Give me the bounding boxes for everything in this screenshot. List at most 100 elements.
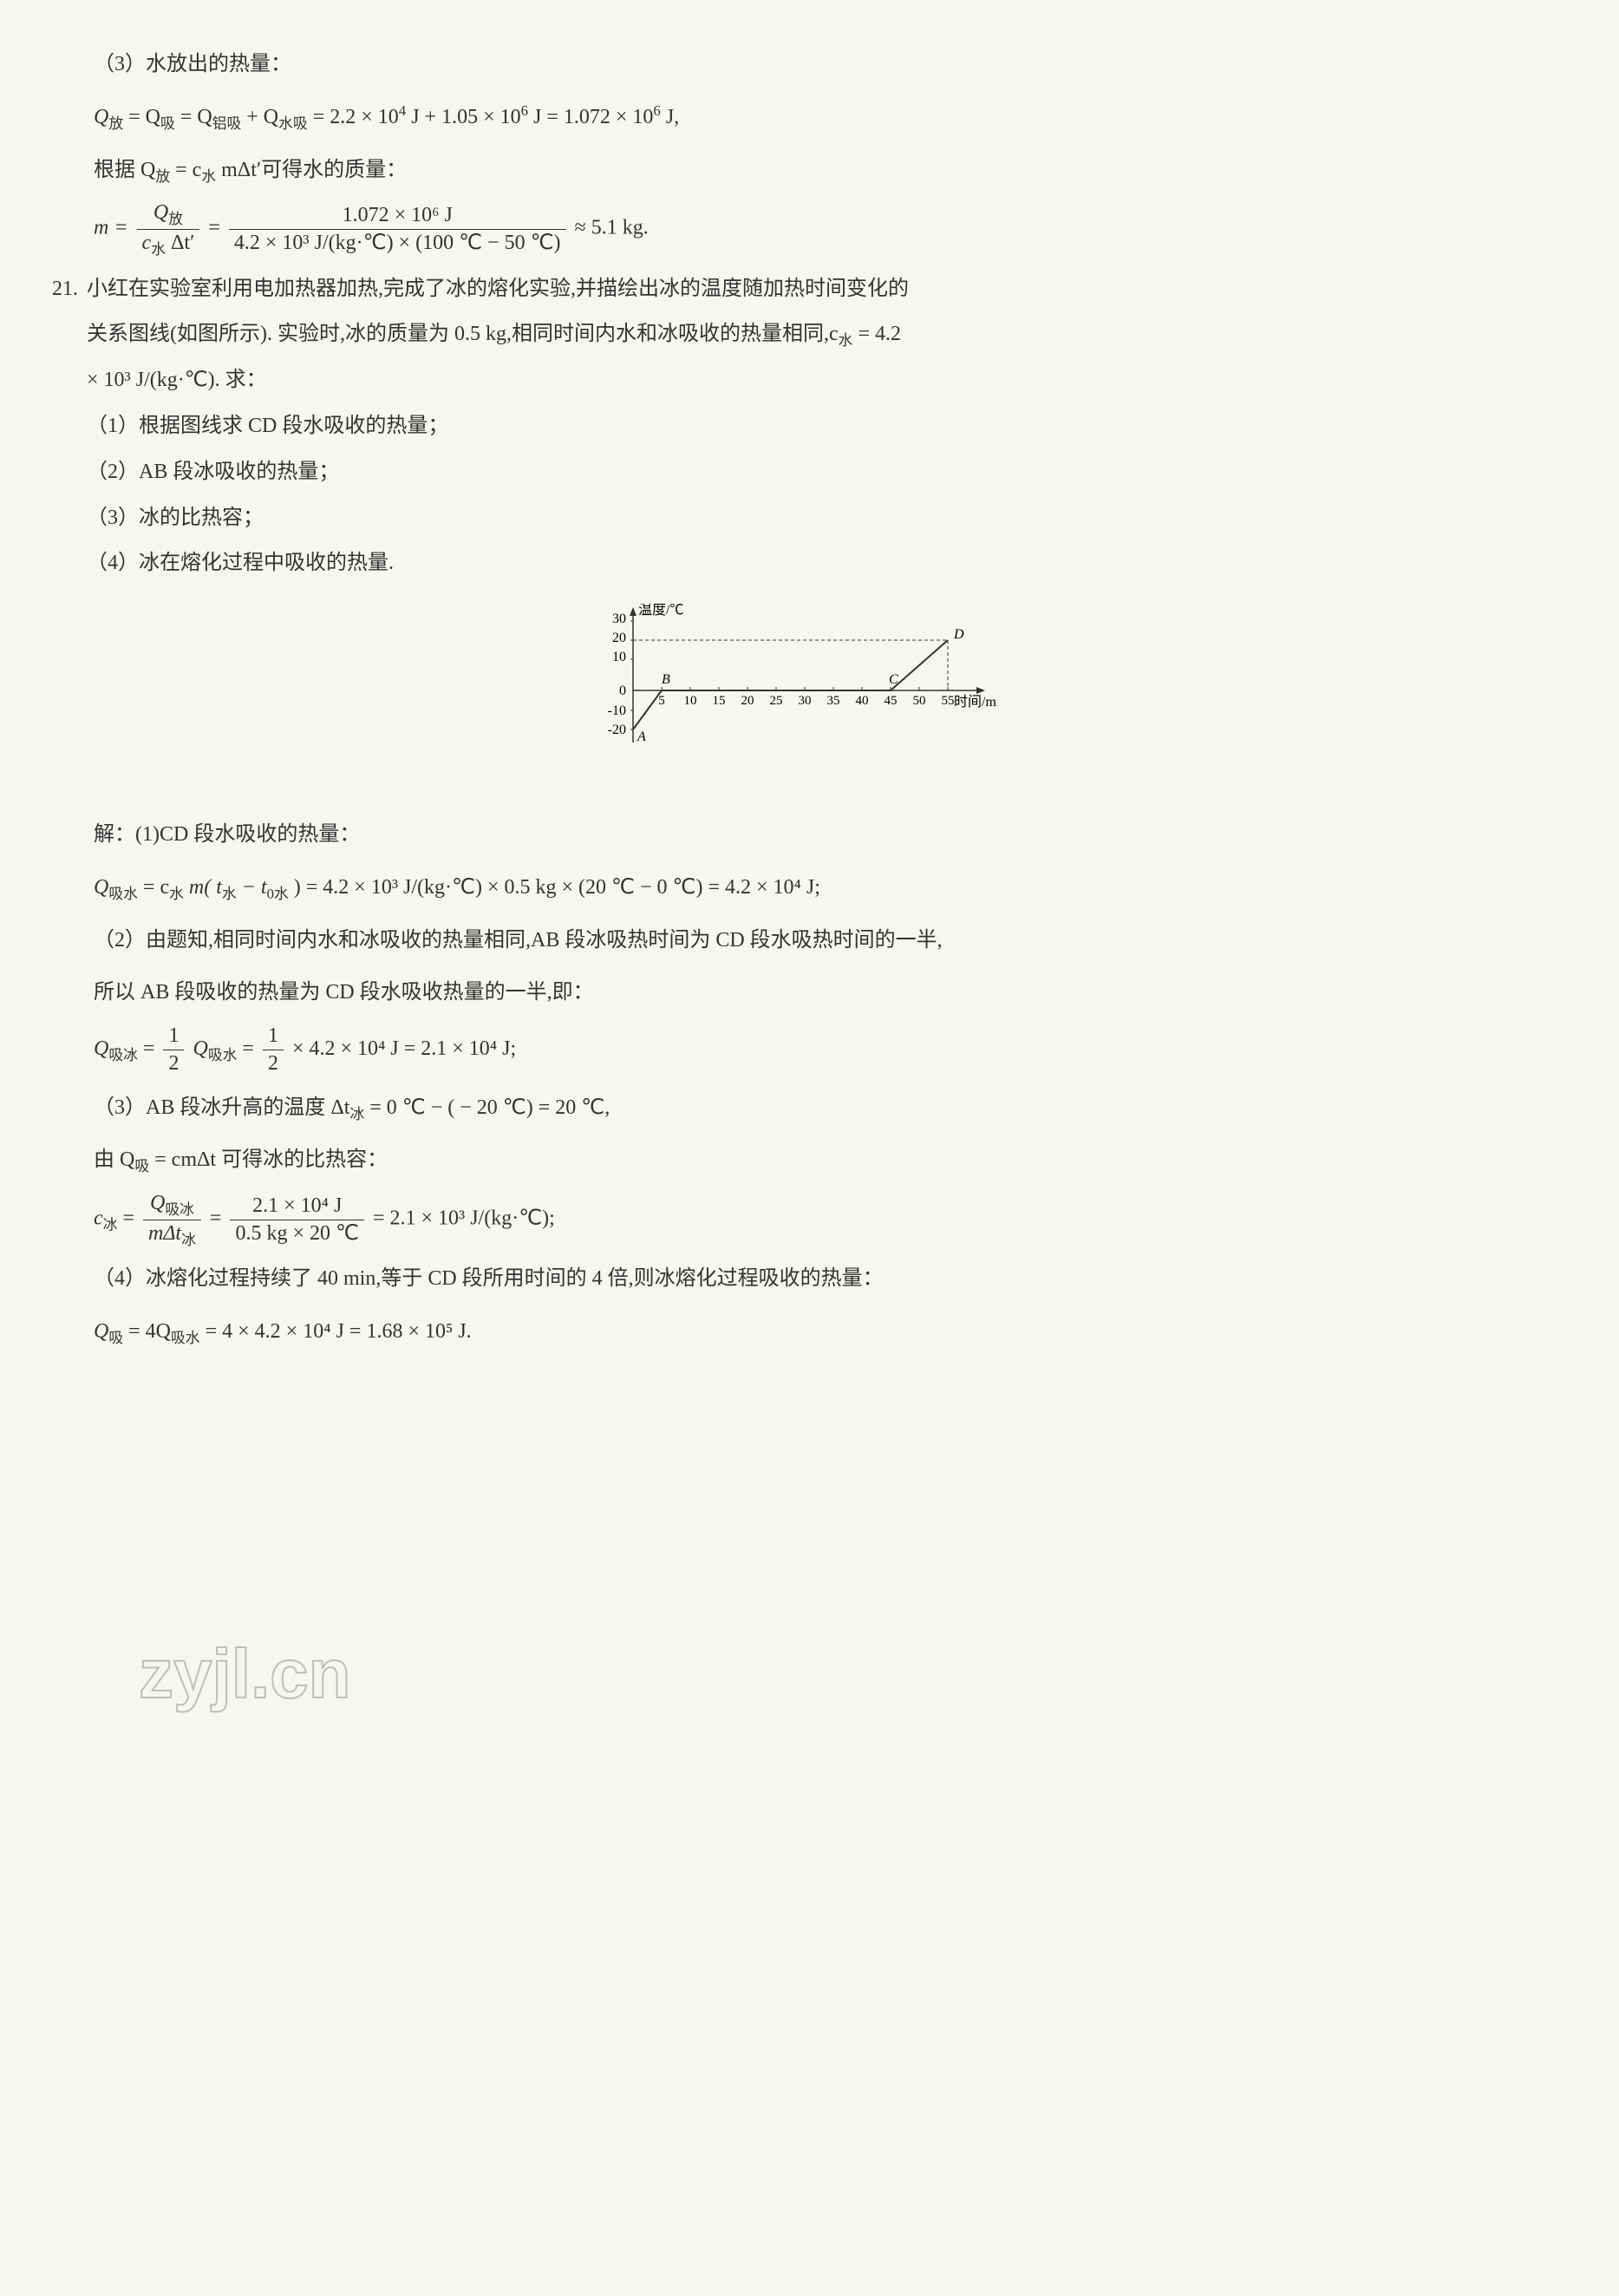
t: Q	[94, 1320, 108, 1343]
p20-mass-eq: m = Q放 c水 Δt′ = 1.072 × 10⁶ J 4.2 × 10³ …	[52, 200, 1526, 258]
ytick: -20	[608, 723, 626, 737]
sub: 铝吸	[212, 115, 242, 132]
ytick: 30	[612, 612, 626, 626]
t: m =	[94, 217, 134, 239]
page-content: （3）水放出的热量： Q放 = Q吸 = Q铝吸 + Q水吸 = 2.2 × 1…	[52, 42, 1526, 1750]
t: 关系图线(如图所示). 实验时,冰的质量为 0.5 kg,相同时间内水和冰吸收的…	[87, 323, 839, 345]
t: J,	[661, 106, 679, 128]
sub: 冰	[349, 1105, 364, 1122]
t: mΔt′可得水的质量：	[216, 159, 407, 181]
sub: 水	[151, 241, 166, 258]
sol2-line1: （2）由题知,相同时间内水和冰吸收的热量相同,AB 段冰吸热时间为 CD 段水吸…	[52, 918, 1526, 964]
t: 由 Q	[94, 1148, 134, 1171]
t: 根据 Q	[94, 159, 155, 181]
sol4-eq: Q吸 = 4Q吸水 = 4 × 4.2 × 10⁴ J = 1.68 × 10⁵…	[52, 1309, 1526, 1355]
denominator: mΔt冰	[143, 1220, 201, 1250]
sub: 0水	[267, 886, 289, 902]
t: =	[117, 1207, 140, 1230]
denominator: 2	[163, 1050, 184, 1077]
xtick: 10	[684, 694, 697, 708]
t: m( t	[184, 876, 222, 899]
t: = 4 × 4.2 × 10⁴ J = 1.68 × 10⁵ J.	[200, 1320, 472, 1343]
t: Δt′	[166, 232, 194, 254]
t: = cmΔt 可得冰的比热容：	[149, 1148, 388, 1171]
sub: 冰	[103, 1217, 118, 1233]
numerator: Q放	[137, 200, 200, 230]
denominator: 4.2 × 10³ J/(kg·℃) × (100 ℃ − 50 ℃)	[229, 230, 566, 257]
t: = 2.1 × 10³ J/(kg·℃);	[373, 1207, 555, 1230]
numerator: 1	[263, 1023, 284, 1050]
sub: 水	[169, 886, 184, 902]
sub: 吸水	[171, 1330, 200, 1346]
question-1: （1）根据图线求 CD 段水吸收的热量；	[87, 403, 909, 449]
denominator: 2	[263, 1050, 284, 1077]
sol3-line: （3）AB 段冰升高的温度 Δt冰 = 0 ℃ − ( − 20 ℃) = 20…	[52, 1085, 1526, 1131]
fraction: 2.1 × 10⁴ J 0.5 kg × 20 ℃	[230, 1193, 364, 1247]
xtick: 35	[827, 694, 840, 708]
xtick: 20	[741, 694, 754, 708]
sol1-title: 解：(1)CD 段水吸收的热量：	[52, 812, 1526, 858]
p20-part3-title: （3）水放出的热量：	[52, 42, 1526, 88]
t: − t	[237, 876, 267, 899]
sub: 吸	[134, 1158, 149, 1174]
point-label-a: A	[637, 729, 646, 744]
xtick: 45	[885, 694, 898, 708]
question-4: （4）冰在熔化过程中吸收的热量.	[87, 540, 909, 586]
fraction: Q吸冰 mΔt冰	[143, 1190, 201, 1249]
p21-body: 21. 小红在实验室利用电加热器加热,完成了冰的熔化实验,并描绘出冰的温度随加热…	[52, 266, 1526, 587]
numerator: 1	[163, 1023, 184, 1050]
t: = Q	[175, 106, 212, 128]
sub: 吸水	[208, 1047, 238, 1063]
fraction: 1 2	[163, 1023, 184, 1077]
sub: 放	[108, 115, 123, 132]
t: Q	[150, 1192, 165, 1214]
problem-number: 21.	[52, 266, 87, 587]
t: = 4.2	[852, 323, 901, 345]
t: Q	[153, 201, 168, 224]
t: =	[208, 217, 225, 239]
sub: 吸冰	[165, 1201, 194, 1218]
p20-line2: 根据 Q放 = c水 mΔt′可得水的质量：	[52, 147, 1526, 193]
t: 小红在实验室利用电加热器加热,完成了冰的熔化实验,并描绘出冰的温度随加热时间变化…	[87, 266, 909, 312]
t: = c	[138, 876, 169, 899]
sub: 吸水	[108, 886, 138, 902]
chart-container: 30 20 10 0 -10 -20 5 10 15 20 25	[52, 604, 1526, 795]
t: Q	[94, 876, 108, 899]
t: + Q	[241, 106, 278, 128]
sub: 吸	[160, 115, 175, 132]
sup: 6	[653, 102, 660, 119]
sup: 4	[399, 102, 406, 119]
sub: 吸	[108, 1330, 123, 1346]
sol2-line2: 所以 AB 段吸收的热量为 CD 段水吸收热量的一半,即：	[52, 970, 1526, 1016]
sol3-line2: 由 Q吸 = cmΔt 可得冰的比热容：	[52, 1137, 1526, 1183]
temperature-time-chart: 30 20 10 0 -10 -20 5 10 15 20 25	[581, 604, 997, 777]
t: =	[237, 1037, 259, 1060]
sol3-eq: c冰 = Q吸冰 mΔt冰 = 2.1 × 10⁴ J 0.5 kg × 20 …	[52, 1190, 1526, 1249]
sol4-line1: （4）冰熔化过程持续了 40 min,等于 CD 段所用时间的 4 倍,则冰熔化…	[52, 1256, 1526, 1302]
xtick: 30	[799, 694, 812, 708]
xtick: 40	[856, 694, 869, 708]
t: Q	[193, 1037, 207, 1060]
point-label-b: B	[662, 672, 670, 687]
t: = Q	[123, 106, 160, 128]
ytick: 0	[619, 684, 626, 698]
t: × 4.2 × 10⁴ J = 2.1 × 10⁴ J;	[292, 1037, 516, 1060]
numerator: 1.072 × 10⁶ J	[229, 202, 566, 230]
sub: 水	[201, 167, 216, 184]
sub: 水吸	[278, 115, 308, 132]
t: （3）AB 段冰升高的温度 Δt	[94, 1096, 349, 1119]
t: c	[142, 232, 152, 254]
p21-text: 小红在实验室利用电加热器加热,完成了冰的熔化实验,并描绘出冰的温度随加热时间变化…	[87, 266, 909, 587]
xtick: 5	[658, 694, 665, 708]
t: Q	[94, 1037, 108, 1060]
sub: 水	[839, 332, 853, 349]
t: = 0 ℃ − ( − 20 ℃) = 20 ℃,	[364, 1096, 610, 1119]
t: 关系图线(如图所示). 实验时,冰的质量为 0.5 kg,相同时间内水和冰吸收的…	[87, 311, 909, 357]
denominator: 0.5 kg × 20 ℃	[230, 1220, 364, 1247]
sub: 吸冰	[108, 1047, 138, 1063]
t: ) = 4.2 × 10³ J/(kg·℃) × 0.5 kg × (20 ℃ …	[289, 876, 820, 899]
xtick: 55	[942, 694, 955, 708]
ytick: 20	[612, 631, 626, 645]
var-q: Q	[94, 106, 108, 128]
t: J + 1.05 × 10	[406, 106, 520, 128]
